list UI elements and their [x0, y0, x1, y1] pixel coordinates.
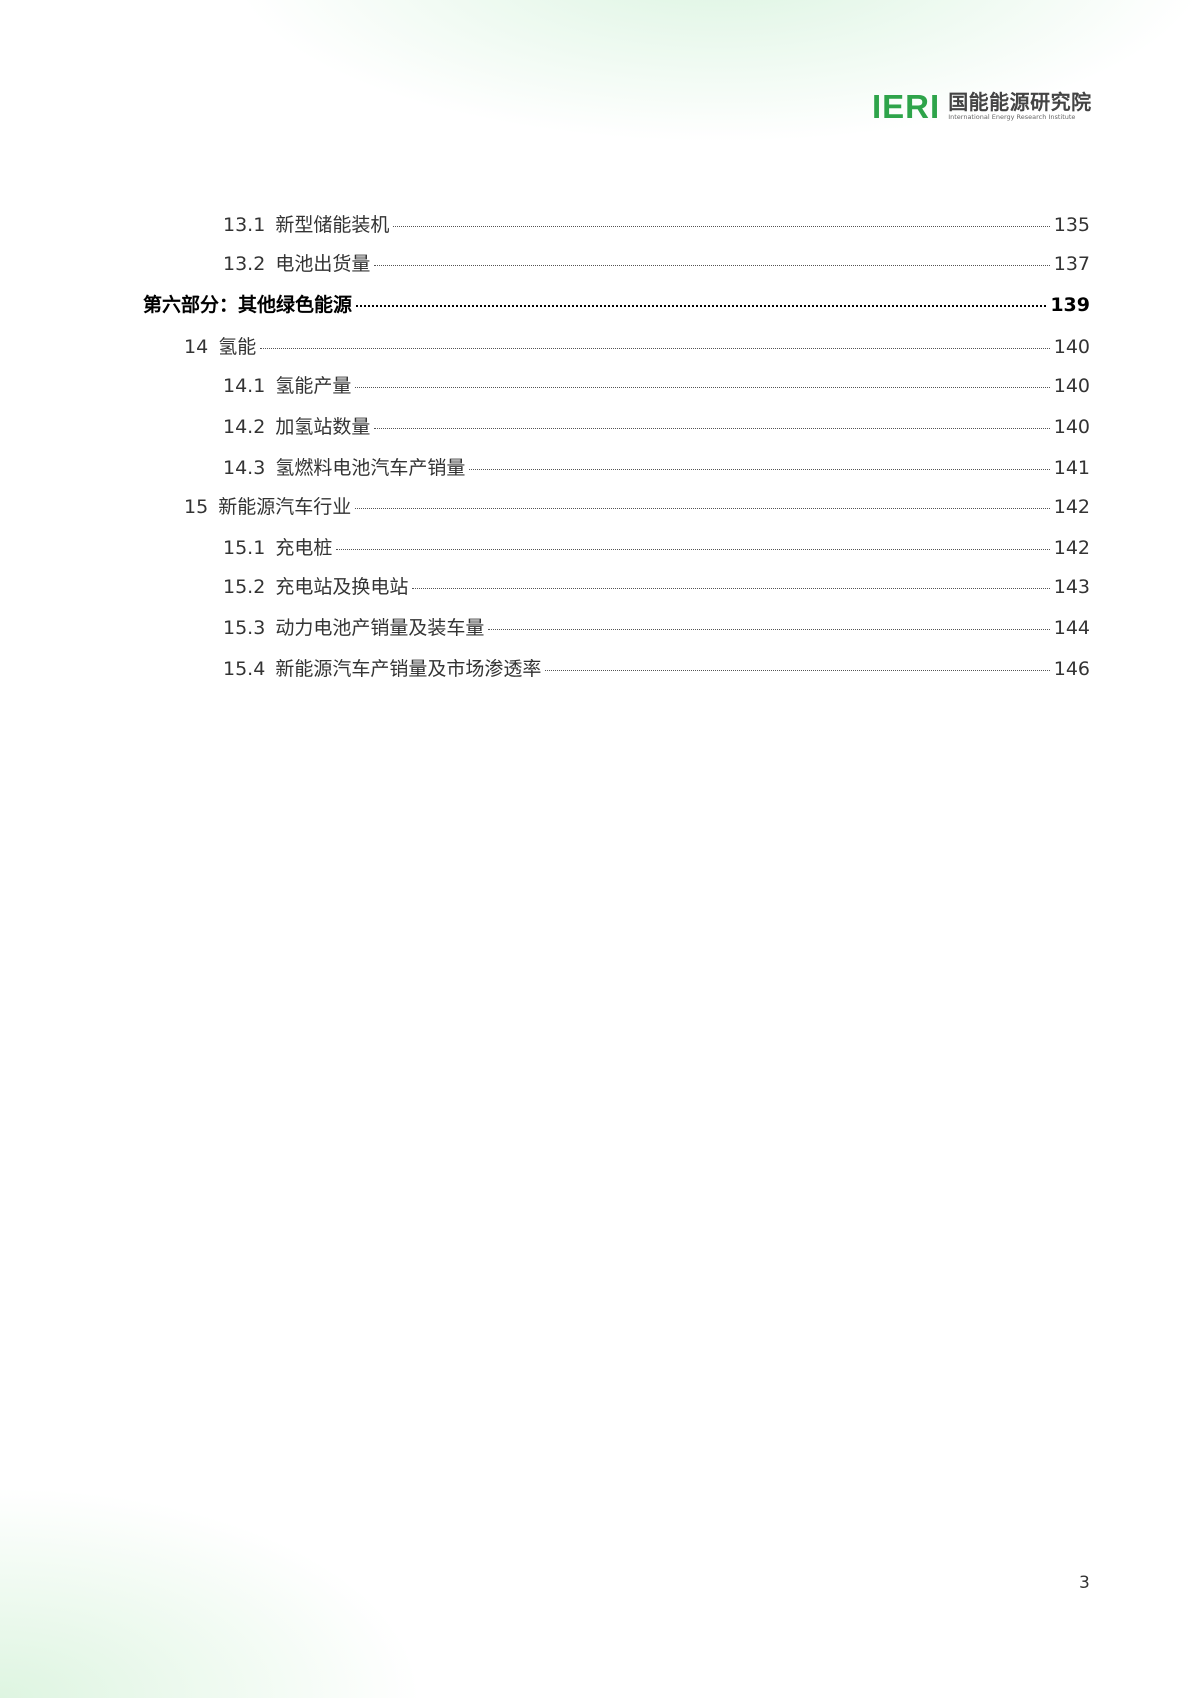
toc-entry-number: 15.3	[223, 617, 266, 639]
toc-entry-page: 142	[1053, 496, 1090, 518]
toc-entry-title: 氢能产量	[275, 375, 352, 397]
toc-entry-title: 新能源汽车行业	[218, 496, 352, 518]
toc-entry[interactable]: 15.3 动力电池产销量及装车量 144	[223, 616, 1090, 640]
toc-entry-title: 加氢站数量	[275, 416, 371, 438]
toc-entry[interactable]: 15.2 充电站及换电站 143	[223, 575, 1090, 599]
toc-entry-number: 14	[184, 336, 209, 358]
toc-entry-title: 动力电池产销量及装车量	[275, 617, 485, 639]
toc-entry-title: 氢燃料电池汽车产销量	[275, 457, 466, 479]
toc-entry-number: 15	[184, 496, 209, 518]
toc-entry-title: 氢能	[218, 336, 257, 358]
dot-leader	[374, 265, 1050, 266]
toc-entry-title: 新能源汽车产销量及市场渗透率	[275, 658, 542, 680]
toc-entry-page: 144	[1053, 617, 1090, 639]
toc-entry-number: 15.1	[223, 537, 266, 559]
toc-entry[interactable]: 14.1 氢能产量 140	[223, 374, 1090, 398]
toc-entry[interactable]: 14.2 加氢站数量 140	[223, 415, 1090, 439]
toc-entry-title: 充电站及换电站	[275, 576, 409, 598]
toc-entry-page: 140	[1053, 375, 1090, 397]
toc-entry[interactable]: 13.2 电池出货量 137	[223, 252, 1090, 276]
dot-leader	[355, 508, 1050, 509]
toc-entry-title: 电池出货量	[275, 253, 371, 275]
logo-english-name: International Energy Research Institute	[948, 113, 1076, 122]
dot-leader	[356, 305, 1047, 307]
toc-entry-page: 135	[1053, 214, 1090, 236]
toc-entry[interactable]: 14 氢能 140	[184, 335, 1090, 359]
toc-entry-page: 141	[1053, 457, 1090, 479]
dot-leader	[545, 670, 1050, 671]
dot-leader	[355, 387, 1050, 388]
toc-entry-title: 新型储能装机	[275, 214, 390, 236]
dot-leader	[260, 348, 1050, 349]
dot-leader	[336, 549, 1050, 550]
toc-entry-page: 140	[1053, 416, 1090, 438]
toc-entry-page: 146	[1053, 658, 1090, 680]
toc-entry[interactable]: 14.3 氢燃料电池汽车产销量 141	[223, 456, 1090, 480]
ieri-logo: IERI 国能能源研究院 International Energy Resear…	[872, 90, 1092, 123]
toc-entry-number: 15.2	[223, 576, 266, 598]
toc-entry-page: 137	[1053, 253, 1090, 275]
logo-mark: IERI	[872, 88, 941, 125]
toc-entry-page: 140	[1053, 336, 1090, 358]
toc-entry-title: 第六部分：其他绿色能源	[143, 294, 353, 316]
toc-entry-title: 充电桩	[275, 537, 333, 559]
dot-leader	[393, 226, 1050, 227]
page-number: 3	[1079, 1573, 1090, 1593]
toc-entry-number: 13.1	[223, 214, 266, 236]
dot-leader	[488, 629, 1050, 630]
toc-entry-number: 14.3	[223, 457, 266, 479]
dot-leader	[469, 469, 1050, 470]
toc-entry[interactable]: 15.1 充电桩 142	[223, 536, 1090, 560]
toc-entry-page: 143	[1053, 576, 1090, 598]
logo-chinese-name: 国能能源研究院	[948, 90, 1092, 115]
toc-entry[interactable]: 15.4 新能源汽车产销量及市场渗透率 146	[223, 657, 1090, 681]
toc-entry-number: 15.4	[223, 658, 266, 680]
toc-entry[interactable]: 第六部分：其他绿色能源 139	[143, 293, 1090, 317]
toc-entry-page: 139	[1050, 294, 1090, 316]
dot-leader	[374, 428, 1050, 429]
dot-leader	[412, 588, 1050, 589]
toc-entry-number: 14.2	[223, 416, 266, 438]
toc-entry-page: 142	[1053, 537, 1090, 559]
toc-entry[interactable]: 15 新能源汽车行业 142	[184, 495, 1090, 519]
toc-entry-number: 13.2	[223, 253, 266, 275]
toc-entry-number: 14.1	[223, 375, 266, 397]
toc-entry[interactable]: 13.1 新型储能装机 135	[223, 213, 1090, 237]
